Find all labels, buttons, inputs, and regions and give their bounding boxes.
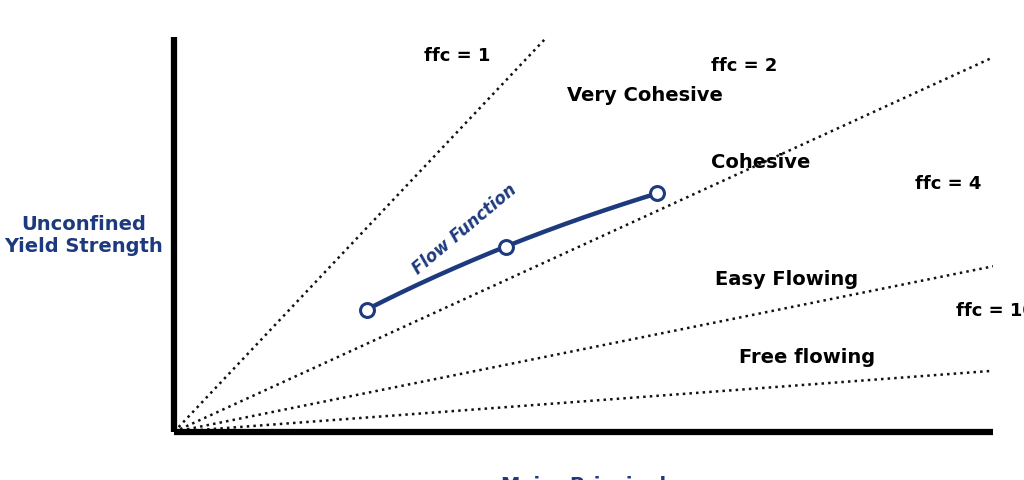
Point [649, 190, 666, 198]
Text: Unconfined
Yield Strength: Unconfined Yield Strength [4, 215, 164, 256]
Text: ffc = 2: ffc = 2 [711, 57, 777, 75]
Text: Cohesive: Cohesive [711, 153, 810, 172]
Text: ffc = 4: ffc = 4 [915, 175, 982, 193]
Text: Free flowing: Free flowing [739, 348, 876, 367]
Text: ffc = 1: ffc = 1 [424, 47, 490, 65]
Point [498, 243, 514, 251]
Text: Flow Function: Flow Function [410, 181, 520, 278]
Point [358, 306, 375, 314]
Text: ffc = 10: ffc = 10 [956, 301, 1024, 319]
Text: Very Cohesive: Very Cohesive [567, 86, 723, 105]
Text: Easy Flowing: Easy Flowing [715, 269, 858, 288]
Text: Major Principal
Plane Stress: Major Principal Plane Stress [501, 475, 667, 480]
